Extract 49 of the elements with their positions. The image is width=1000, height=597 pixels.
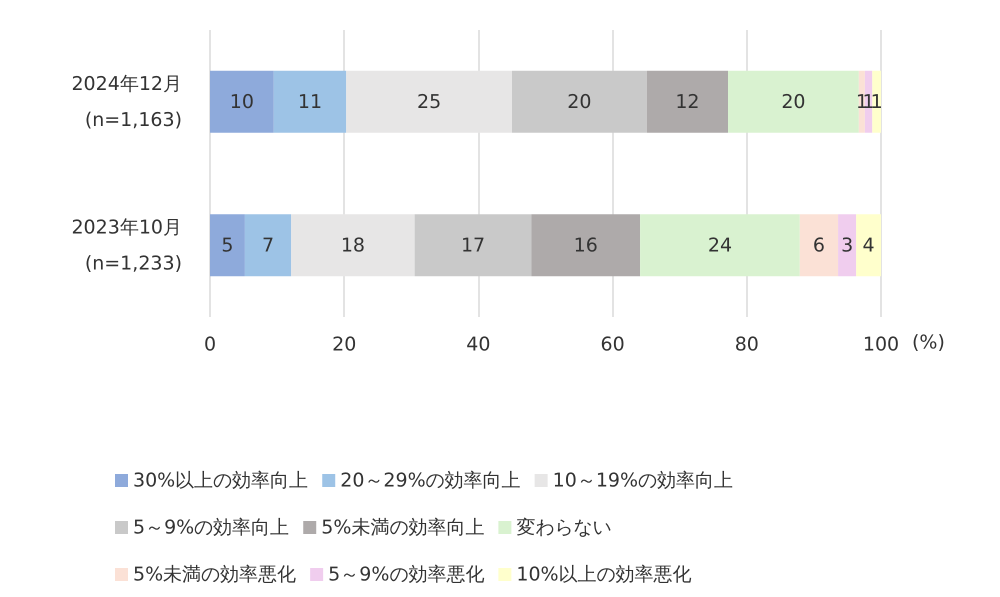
bar: [346, 70, 512, 133]
data-label: 4: [862, 234, 875, 256]
x-tick-label: 60: [600, 334, 625, 356]
data-label: 25: [416, 90, 442, 113]
legend-label: 10%以上の効率悪化: [516, 564, 692, 586]
x-axis-title: (%): [912, 332, 945, 354]
y-tick-label: 2023年10月 (n=1,233): [71, 216, 182, 274]
legend-label: 5～9%の効率悪化: [328, 564, 484, 586]
legend-label: 5%未満の効率悪化: [133, 564, 296, 586]
bar: [531, 214, 640, 276]
data-label: 6: [812, 234, 825, 256]
x-tick-label: 40: [466, 334, 490, 356]
legend-label: 20～29%の効率向上: [340, 470, 521, 492]
bar: [856, 214, 881, 276]
data-label: 5: [221, 234, 234, 256]
data-label: 16: [574, 234, 598, 256]
legend-label: 変わらない: [516, 516, 612, 538]
bar: [512, 70, 647, 133]
data-label: 11: [298, 90, 322, 113]
data-label: 12: [675, 90, 700, 113]
data-label: 24: [708, 234, 732, 256]
x-tick-label: 100: [862, 334, 900, 356]
bar: [838, 214, 856, 276]
data-label: 20: [781, 90, 806, 113]
bar: [864, 70, 872, 133]
bar: [728, 70, 859, 133]
data-label: 18: [340, 234, 366, 256]
y-tick-label: 2024年12月 (n=1,163): [71, 72, 182, 131]
bar: [291, 214, 415, 276]
data-label: 3: [841, 234, 854, 256]
legend-label: 5%未満の効率向上: [321, 516, 484, 538]
bar: [274, 70, 346, 133]
bar: [244, 214, 292, 276]
legend-label: 10～19%の効率向上: [552, 470, 734, 492]
data-label: 17: [460, 234, 486, 256]
data-label: 7: [262, 234, 274, 256]
bar: [800, 214, 838, 276]
data-label: 10: [230, 90, 254, 113]
bar: [210, 70, 274, 133]
data-label: 20: [567, 90, 592, 113]
x-tick-label: 80: [734, 334, 759, 356]
bar: [414, 214, 532, 276]
bar: [640, 214, 800, 276]
bar: [646, 70, 728, 133]
legend-label: 30%以上の効率向上: [133, 470, 308, 492]
legend-label: 5～9%の効率向上: [133, 516, 290, 538]
x-tick-label: 20: [332, 334, 356, 356]
x-tick-label: 0: [204, 334, 216, 356]
bar: [210, 214, 245, 276]
